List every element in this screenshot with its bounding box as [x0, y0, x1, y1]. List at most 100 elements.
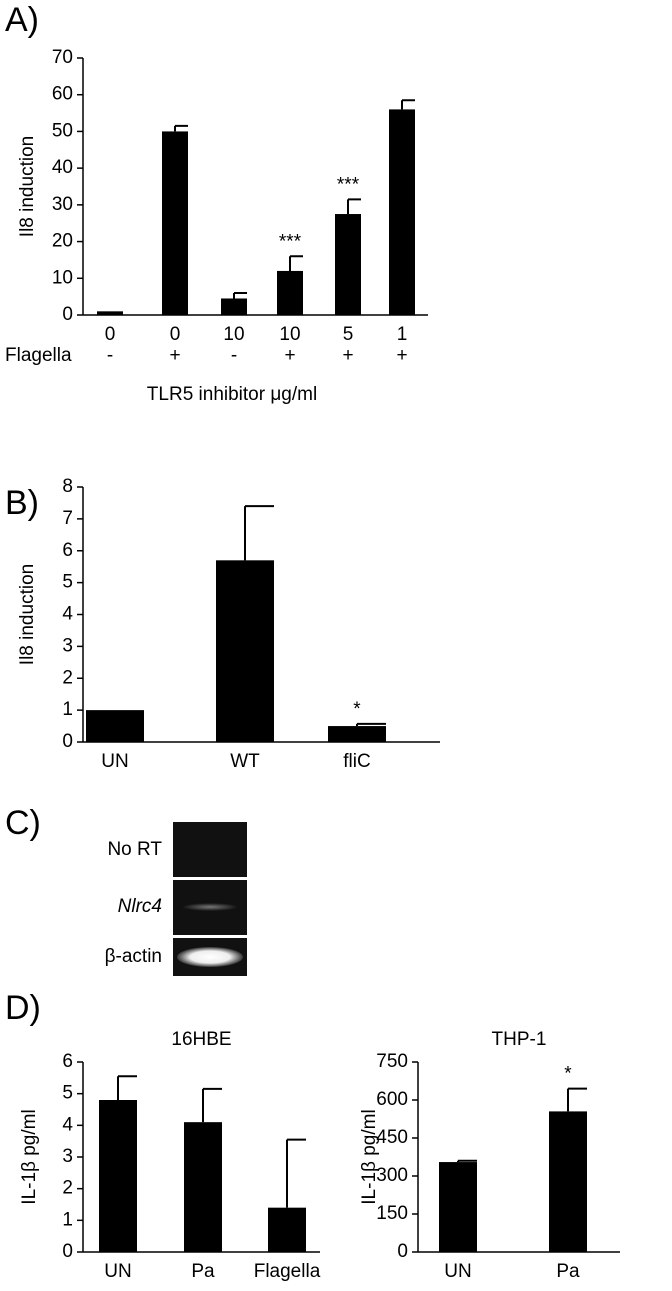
x-tick-label: UN — [104, 1261, 131, 1282]
bar — [328, 726, 386, 742]
x-tick-label: 10 — [223, 324, 244, 345]
x-tick-label: UN — [101, 751, 128, 772]
bar — [99, 1100, 137, 1252]
y-tick-label: 70 — [52, 47, 73, 68]
bar — [162, 131, 188, 315]
chart-title: THP-1 — [492, 1029, 547, 1050]
error-bar — [347, 198, 361, 215]
error-bar — [457, 1159, 477, 1163]
row-value: + — [284, 345, 295, 366]
gel-label: Nlrc4 — [118, 896, 162, 917]
chart: D) 16HBE IL-1β pg/ml 0 1 2 3 4 5 6 UN Pa Flagella — [5, 989, 321, 1282]
bar — [216, 560, 274, 742]
gel-label: No RT — [107, 839, 162, 860]
x-tick-label: 0 — [170, 324, 181, 345]
x-tick-label: 0 — [105, 324, 116, 345]
bar — [389, 109, 415, 316]
y-tick-label: 1 — [62, 1209, 73, 1230]
bar — [439, 1162, 477, 1252]
y-tick-label: 2 — [62, 667, 73, 688]
row-label: Flagella — [5, 345, 72, 366]
x-tick-label: Flagella — [254, 1261, 321, 1282]
gel-label: β-actin — [105, 946, 162, 967]
error-bar — [286, 1138, 306, 1208]
y-tick-label: 7 — [62, 508, 73, 529]
chart: A)Il8 induction0102030405060700-0+10-10+… — [5, 1, 428, 405]
significance: * — [564, 1064, 572, 1085]
panel-label: B) — [5, 484, 39, 522]
x-tick-label: 1 — [397, 324, 408, 345]
error-bar — [356, 722, 386, 727]
y-tick-label: 4 — [62, 604, 73, 625]
bar — [97, 311, 123, 315]
error-bar — [233, 291, 247, 299]
y-tick-label: 0 — [397, 1241, 408, 1262]
significance: *** — [279, 231, 302, 252]
row-value: - — [107, 345, 113, 366]
y-tick-label: 2 — [62, 1178, 73, 1199]
y-tick-label: 50 — [52, 120, 73, 141]
y-tick-label: 10 — [52, 267, 73, 288]
gel-panel: C) No RT Nlrc4 β-actin — [5, 804, 247, 976]
x-tick-label: WT — [230, 751, 260, 772]
error-bar — [244, 505, 274, 561]
y-tick-label: 0 — [62, 731, 73, 752]
x-tick-label: UN — [444, 1261, 471, 1282]
y-tick-label: 20 — [52, 231, 73, 252]
gel-band — [182, 903, 238, 911]
y-axis-label: IL-1β pg/ml — [19, 1109, 40, 1204]
significance: * — [353, 699, 361, 720]
y-tick-label: 3 — [62, 1146, 73, 1167]
panel-label: C) — [5, 804, 41, 842]
y-tick-label: 3 — [62, 635, 73, 656]
error-bar — [202, 1087, 222, 1123]
y-tick-label: 450 — [376, 1127, 408, 1148]
error-bar — [289, 255, 303, 271]
chart-title: 16HBE — [171, 1029, 231, 1050]
bar — [86, 710, 144, 742]
y-tick-label: 0 — [62, 304, 73, 325]
bar — [549, 1111, 587, 1252]
x-tick-label: 5 — [343, 324, 354, 345]
bar — [335, 214, 361, 315]
error-bar — [117, 1075, 137, 1100]
y-tick-label: 8 — [62, 476, 73, 497]
error-bar — [174, 124, 188, 132]
y-axis-label: Il8 induction — [17, 136, 38, 237]
chart: B) Il8 induction 0 1 2 3 4 5 6 7 8 UN WT fliC * — [5, 476, 440, 772]
y-tick-label: 40 — [52, 157, 73, 178]
x-tick-label: Pa — [556, 1261, 580, 1282]
y-tick-label: 4 — [62, 1114, 73, 1135]
gel-lane — [173, 822, 247, 877]
bar — [268, 1207, 306, 1252]
y-tick-label: 1 — [62, 699, 73, 720]
y-axis-label: IL-1β pg/ml — [359, 1109, 380, 1204]
x-tick-label: Pa — [191, 1261, 215, 1282]
y-tick-label: 60 — [52, 84, 73, 105]
y-tick-label: 5 — [62, 1083, 73, 1104]
row-value: - — [231, 345, 237, 366]
y-tick-label: 6 — [62, 1051, 73, 1072]
row-value: + — [396, 345, 407, 366]
y-tick-label: 5 — [62, 572, 73, 593]
y-tick-label: 750 — [376, 1051, 408, 1072]
y-tick-label: 30 — [52, 194, 73, 215]
bar — [277, 270, 303, 315]
y-tick-label: 150 — [376, 1203, 408, 1224]
significance: *** — [337, 174, 360, 195]
y-axis-label: Il8 induction — [17, 564, 38, 665]
error-bar — [401, 99, 415, 110]
error-bar — [567, 1087, 587, 1112]
chart: THP-1 IL-1β pg/ml 0 150 300 450 600 750 UN Pa * — [359, 1029, 620, 1282]
bar — [184, 1122, 222, 1252]
panel-label: A) — [5, 1, 39, 39]
gel-band — [177, 947, 243, 967]
y-tick-label: 6 — [62, 540, 73, 561]
y-tick-label: 600 — [376, 1089, 408, 1110]
row-value: + — [342, 345, 353, 366]
x-tick-label: 10 — [279, 324, 300, 345]
x-tick-label: fliC — [343, 751, 370, 772]
y-tick-label: 300 — [376, 1165, 408, 1186]
panel-label: D) — [5, 989, 41, 1027]
